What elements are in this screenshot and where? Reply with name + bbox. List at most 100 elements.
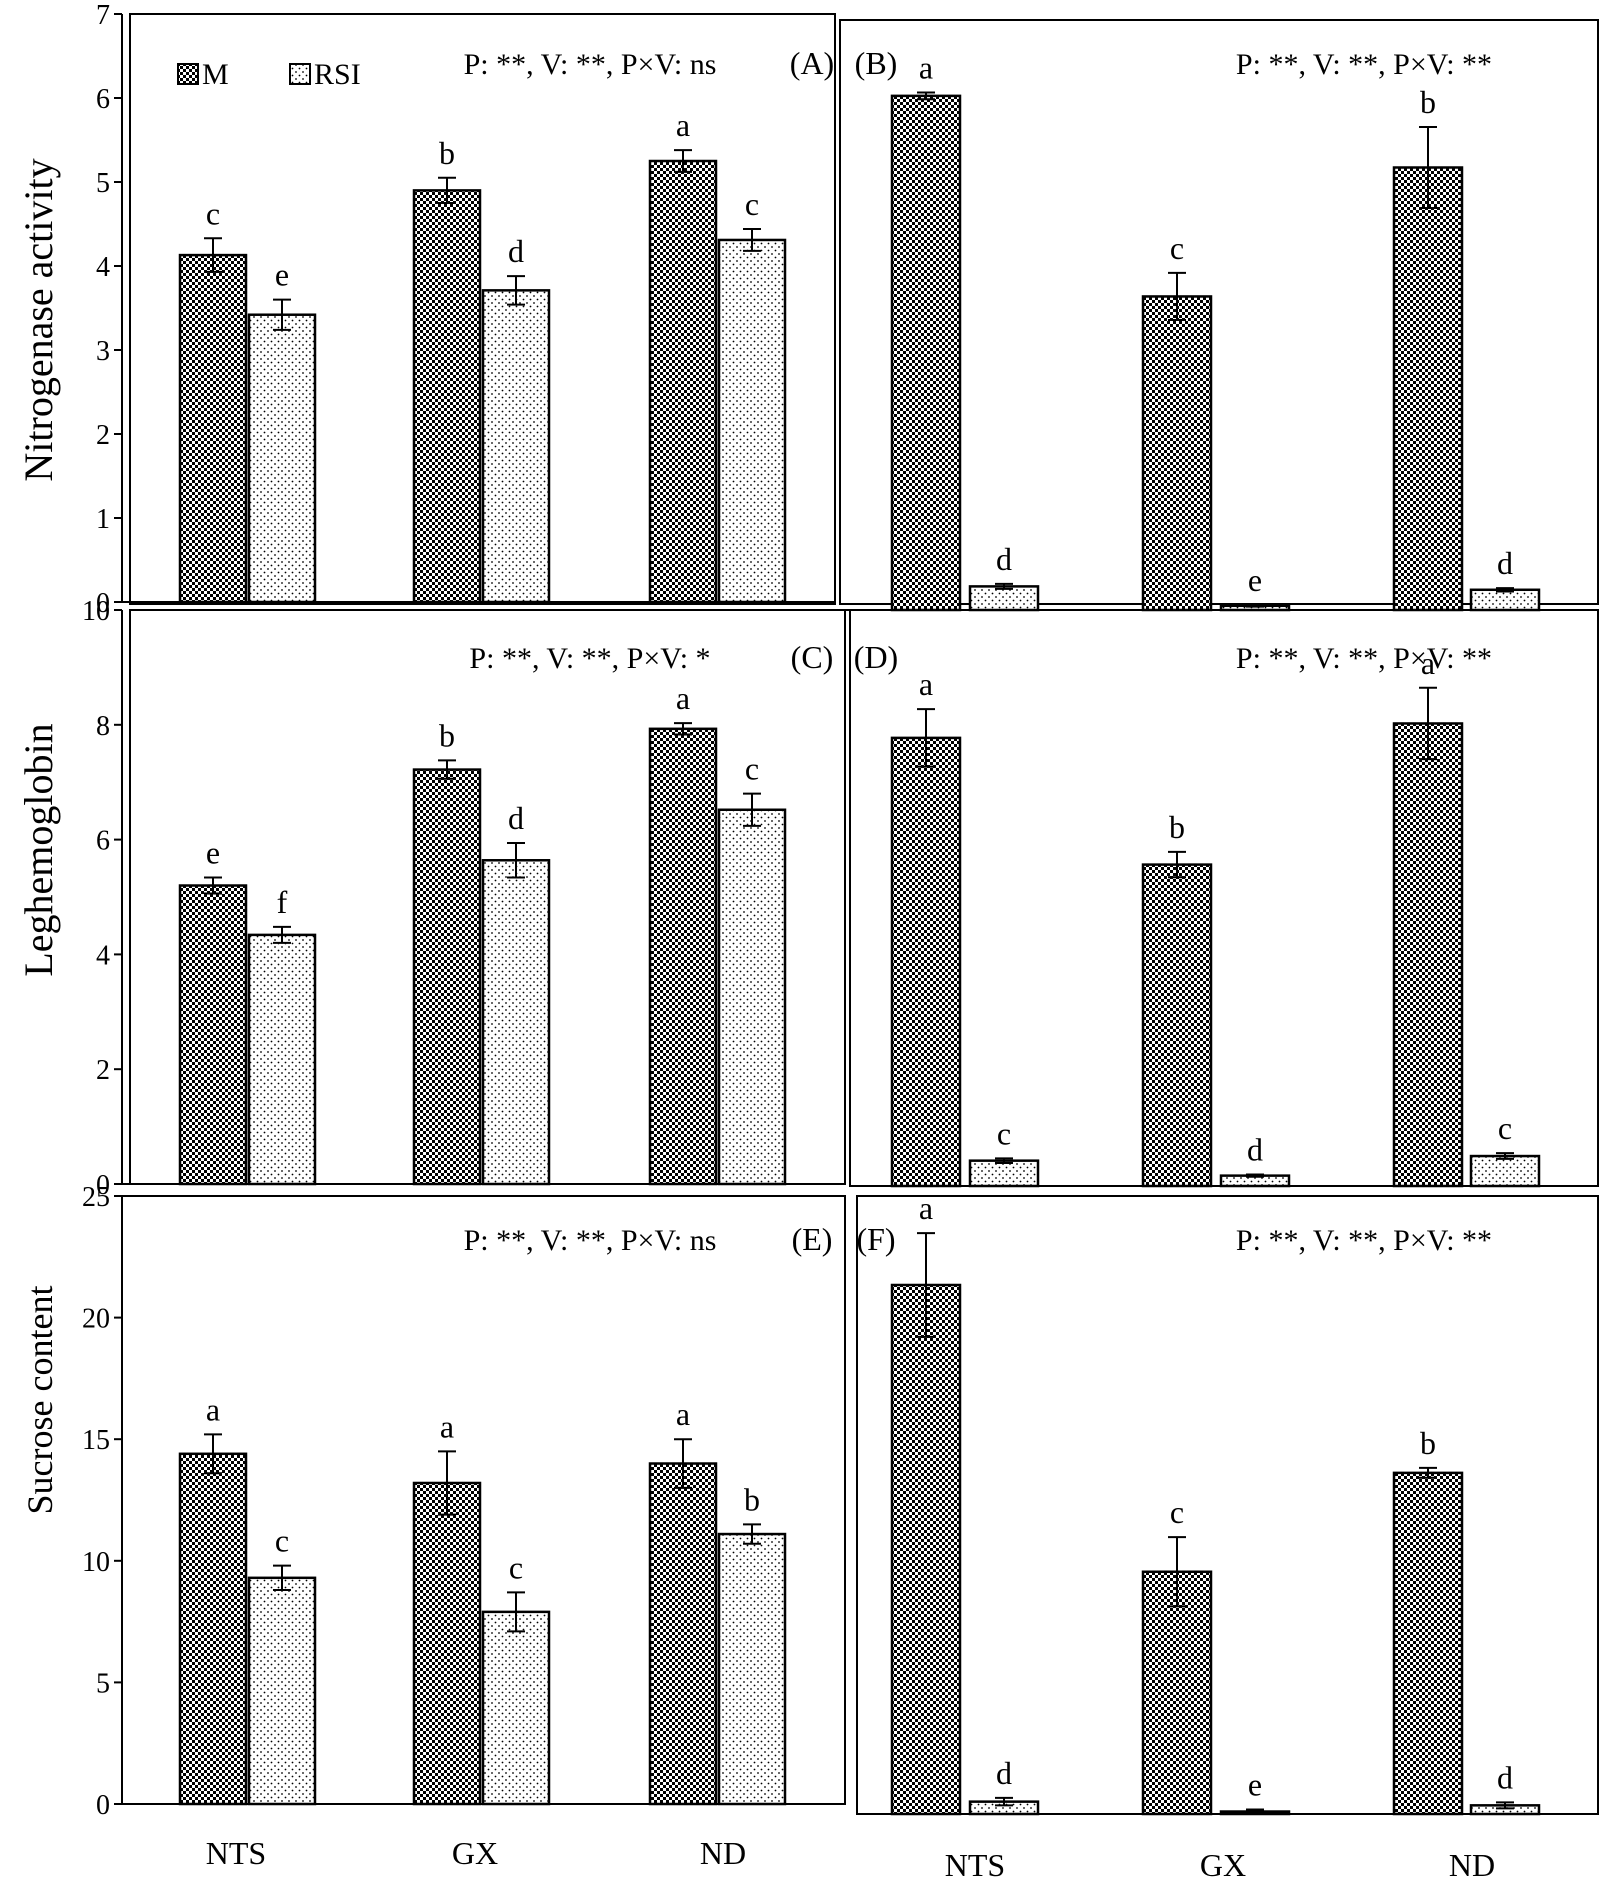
significance-letter: d: [996, 541, 1012, 577]
panel-label: (D): [854, 639, 898, 675]
panel-d: a b a c d c P: **, V: **, P×V: ** (D): [849, 609, 1599, 1188]
bar-m-gx: [412, 189, 482, 604]
significance-letter: a: [1421, 645, 1435, 681]
legend-swatch-m: [177, 63, 199, 85]
bar-rsi-nts: [247, 933, 317, 1186]
significance-letter: a: [676, 1396, 690, 1432]
significance-letter: d: [1497, 545, 1513, 581]
significance-letter: c: [1498, 1110, 1512, 1146]
x-label-nts-left: NTS: [206, 1835, 266, 1871]
bar-m-nts: [890, 736, 962, 1188]
significance-letter: a: [206, 1391, 220, 1427]
y-tick-label: 2: [96, 420, 110, 451]
bar-rsi-nd: [1469, 588, 1541, 612]
significance-letter: a: [676, 107, 690, 143]
significance-letter: b: [439, 717, 455, 753]
bar-m-gx: [1141, 295, 1213, 612]
bar-m-nd: [648, 727, 718, 1186]
bar-rsi-nts: [968, 1159, 1040, 1188]
significance-letter: a: [676, 680, 690, 716]
y-tick-label: 15: [82, 1425, 110, 1456]
panel-frame: [856, 1195, 1599, 1815]
panel-label: (A): [790, 45, 834, 81]
bar-m-nts: [890, 1283, 962, 1816]
panel-label: (C): [791, 639, 834, 675]
x-label-nd-left: ND: [700, 1835, 746, 1871]
panels: 0 1 2 3 4 5 6 7 c b a e d c P: **, V: **, P×V: ns (A) a c…: [82, 0, 1599, 1821]
significance-letter: e: [1248, 1767, 1262, 1803]
stats-annotation: P: **, V: **, P×V: **: [1236, 642, 1492, 675]
y-tick-label: 4: [96, 252, 110, 283]
significance-letter: c: [509, 1549, 523, 1585]
panel-label: (E): [792, 1221, 833, 1257]
significance-letter: c: [206, 195, 220, 231]
panel-frame: [129, 13, 836, 605]
significance-letter: c: [275, 1523, 289, 1559]
panel-b: a c b d e d P: **, V: **, P×V: ** (B): [839, 19, 1599, 612]
significance-letter: a: [919, 49, 933, 85]
legend: M RSI: [177, 58, 361, 91]
bar-m-gx: [1141, 863, 1213, 1188]
significance-letter: d: [1247, 1131, 1263, 1167]
significance-letter: d: [996, 1755, 1012, 1791]
y-tick-label: 2: [96, 1055, 110, 1086]
bar-m-nts: [178, 884, 248, 1186]
bar-m-gx: [412, 768, 482, 1186]
y-tick-label: 5: [96, 168, 110, 199]
y-tick-label: 3: [96, 336, 110, 367]
panel-frame: [849, 609, 1599, 1187]
y-axis-title-leghemoglobin: Leghemoglobin: [16, 723, 61, 976]
bar-rsi-gx: [481, 1610, 551, 1806]
significance-letter: b: [1420, 1425, 1436, 1461]
y-tick-label: 5: [96, 1668, 110, 1699]
y-tick-label: 25: [82, 1182, 110, 1213]
x-label-gx-left: GX: [452, 1835, 498, 1871]
panel-label: (B): [855, 45, 898, 81]
y-tick-label: 0: [96, 1790, 110, 1821]
significance-letter: d: [508, 800, 524, 836]
significance-letter: d: [508, 233, 524, 269]
bar-m-nts: [178, 253, 248, 604]
x-label-gx-right: GX: [1200, 1847, 1246, 1882]
significance-letter: d: [1497, 1759, 1513, 1795]
significance-letter: c: [1170, 230, 1184, 266]
bar-rsi-nd: [1469, 1154, 1541, 1188]
x-axis-labels-right: NTS GX ND: [945, 1847, 1495, 1882]
stats-annotation: P: **, V: **, P×V: **: [1236, 48, 1492, 81]
stats-annotation: P: **, V: **, P×V: ns: [464, 48, 717, 81]
stats-annotation: P: **, V: **, P×V: **: [1236, 1224, 1492, 1257]
bar-rsi-nd: [717, 808, 787, 1186]
y-tick-label: 6: [96, 84, 110, 115]
y-axis-title-nitrogenase: Nitrogenase activity: [16, 158, 61, 481]
y-tick-label: 7: [96, 0, 110, 31]
panel-a: 0 1 2 3 4 5 6 7 c b a e d c P: **, V: **, P×V: ns (A): [96, 0, 836, 619]
significance-letter: e: [275, 257, 289, 293]
y-tick-label: 4: [96, 940, 110, 971]
stats-annotation: P: **, V: **, P×V: *: [469, 642, 710, 675]
panel-e: 0 5 10 15 20 25 a a a c c b P: **, V: **, P×V: ns (E): [82, 1182, 846, 1821]
panel-c: 0 2 4 6 8 10 e b a f d c P: **, V: **, P×V: * (C): [82, 596, 846, 1201]
y-tick-label: 20: [82, 1304, 110, 1335]
significance-letter: b: [744, 1481, 760, 1517]
bar-rsi-gx: [481, 289, 551, 604]
y-tick-label: 8: [96, 711, 110, 742]
bar-m-nd: [648, 159, 718, 604]
panel-label: (F): [856, 1221, 895, 1257]
significance-letter: c: [997, 1115, 1011, 1151]
bar-rsi-nd: [717, 238, 787, 604]
stats-annotation: P: **, V: **, P×V: ns: [464, 1224, 717, 1257]
y-tick-label: 10: [82, 596, 110, 627]
bar-m-nd: [1392, 1471, 1464, 1816]
significance-letter: e: [206, 834, 220, 870]
bar-rsi-nts: [247, 313, 317, 604]
x-label-nts-right: NTS: [945, 1847, 1005, 1882]
panel-frame: [839, 19, 1599, 605]
bar-rsi-gx: [481, 859, 551, 1186]
y-tick-label: 0: [96, 1170, 110, 1201]
bar-m-nd: [1392, 166, 1464, 612]
significance-letter: a: [919, 666, 933, 702]
legend-swatch-rsi: [289, 63, 311, 85]
significance-letter: a: [919, 1190, 933, 1226]
x-axis-labels-left: NTS GX ND: [206, 1835, 746, 1871]
x-label-nd-right: ND: [1449, 1847, 1495, 1882]
